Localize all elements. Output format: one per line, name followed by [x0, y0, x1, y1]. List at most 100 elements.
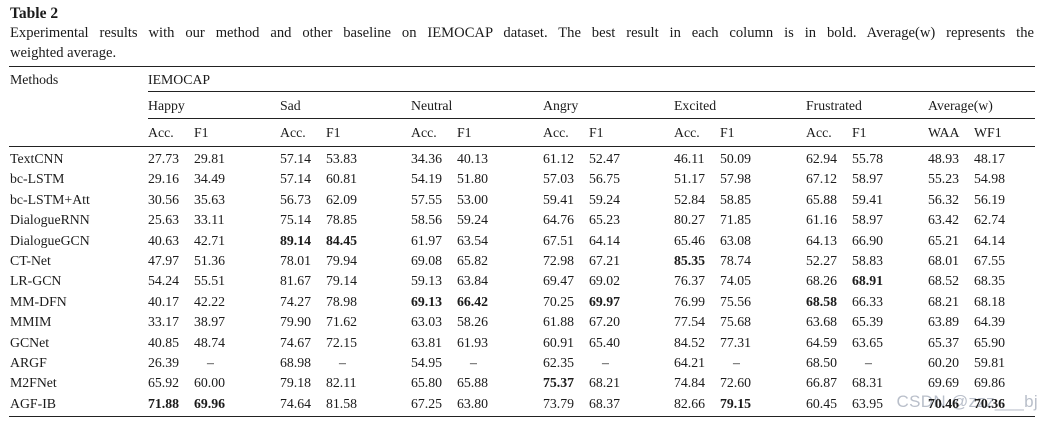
value-cell: 59.13 63.84	[411, 273, 489, 289]
method-name: DialogueGCN	[10, 232, 90, 248]
value-cell: 30.56 35.63	[148, 191, 226, 207]
header-bottom-rule	[9, 146, 1035, 147]
value-cell: 67.12 58.97	[806, 171, 884, 187]
col-header-happy: Happy	[148, 98, 185, 113]
table-row: ARGF 26.39– 68.98– 54.95– 62.35– 64.21– 68.50–…	[9, 353, 1035, 373]
table-row: MM-DFN 40.17 42.22 74.27 78.98 69.13 66.42 70.2…	[9, 292, 1035, 312]
method-name: LR-GCN	[10, 273, 62, 289]
value-cell: 64.59 63.65	[806, 334, 884, 350]
value-cell: 61.97 63.54	[411, 232, 489, 248]
value-cell: 64.13 66.90	[806, 232, 884, 248]
value-cell: 54.24 55.51	[148, 273, 226, 289]
method-name: bc-LSTM	[10, 171, 65, 187]
value-cell: 74.64 81.58	[280, 395, 358, 411]
value-cell: 81.67 79.14	[280, 273, 358, 289]
value-cell: 69.13 66.42	[411, 293, 489, 309]
value-cell: 62.35–	[543, 354, 609, 370]
value-cell: 77.54 75.68	[674, 314, 752, 330]
value-cell: 60.91 65.40	[543, 334, 621, 350]
value-cell: 74.27 78.98	[280, 293, 358, 309]
value-cell: 76.99 75.56	[674, 293, 752, 309]
value-cell: 67.51 64.14	[543, 232, 621, 248]
col-header-methods: Methods	[10, 72, 59, 87]
table-row: TextCNN 27.73 29.81 57.14 53.83 34.36 40.13 61.…	[9, 149, 1035, 169]
value-cell: 79.90 71.62	[280, 314, 358, 330]
value-cell: 57.55 53.00	[411, 191, 489, 207]
value-cell: 54.19 51.80	[411, 171, 489, 187]
method-name: bc-LSTM+Att	[10, 191, 90, 207]
value-cell: 52.84 58.85	[674, 191, 752, 207]
table-bottom-rule	[9, 416, 1035, 418]
csdn-watermark: CSDN @zzz___bj	[896, 392, 1038, 411]
value-cell: 69.69 69.86	[928, 375, 1006, 391]
value-cell: 59.41 59.24	[543, 191, 621, 207]
value-cell: 71.88 69.96	[148, 395, 226, 411]
table-row: LR-GCN 54.24 55.51 81.67 79.14 59.13 63.84 69.4…	[9, 271, 1035, 291]
value-cell: 76.37 74.05	[674, 273, 752, 289]
value-cell: 68.50–	[806, 354, 872, 370]
value-cell: 69.47 69.02	[543, 273, 621, 289]
method-name: GCNet	[10, 334, 50, 350]
metric-header: Acc. F1	[280, 125, 341, 140]
value-cell: 40.85 48.74	[148, 334, 226, 350]
value-cell: 85.35 78.74	[674, 252, 752, 268]
value-cell: 46.11 50.09	[674, 151, 752, 166]
col-header-excited: Excited	[674, 98, 717, 113]
value-cell: 65.92 60.00	[148, 375, 226, 391]
value-cell: 63.42 62.74	[928, 212, 1006, 228]
table-row: MMIM 33.17 38.97 79.90 71.62 63.03 58.26 61.88 6…	[9, 312, 1035, 332]
method-name: MMIM	[10, 314, 52, 330]
value-cell: 68.98–	[280, 354, 346, 370]
table-body: TextCNN 27.73 29.81 57.14 53.83 34.36 40.13 61.…	[9, 147, 1035, 416]
col-header-frustrated: Frustrated	[806, 98, 862, 113]
table-row: DialogueRNN 25.63 33.11 75.14 78.85 58.56 59.2…	[9, 210, 1035, 230]
value-cell: 74.84 72.60	[674, 375, 752, 391]
value-cell: 62.94 55.78	[806, 151, 884, 166]
header-divider-2	[148, 118, 1035, 119]
value-cell: 89.14 84.45	[280, 232, 358, 248]
value-cell: 72.98 67.21	[543, 252, 621, 268]
table-row: CT-Net 47.97 51.36 78.01 79.94 69.08 65.82 72.9…	[9, 251, 1035, 271]
value-cell: 63.03 58.26	[411, 314, 489, 330]
value-cell: 69.08 65.82	[411, 252, 489, 268]
value-cell: 68.52 68.35	[928, 273, 1006, 289]
value-cell: 65.80 65.88	[411, 375, 489, 391]
table-top-rule	[9, 66, 1035, 67]
table-title: Table 2	[10, 5, 59, 22]
col-header-dataset: IEMOCAP	[148, 72, 211, 87]
value-cell: 75.14 78.85	[280, 212, 358, 228]
value-cell: 78.01 79.94	[280, 252, 358, 268]
value-cell: 60.20 59.81	[928, 354, 1006, 370]
table-row: M2FNet 65.92 60.00 79.18 82.11 65.80 65.88 75.3…	[9, 373, 1035, 393]
value-cell: 73.79 68.37	[543, 395, 621, 411]
metric-header: Acc. F1	[543, 125, 604, 140]
method-name: ARGF	[10, 354, 47, 370]
value-cell: 51.17 57.98	[674, 171, 752, 187]
value-cell: 68.21 68.18	[928, 293, 1006, 309]
value-cell: 67.25 63.80	[411, 395, 489, 411]
value-cell: 56.73 62.09	[280, 191, 358, 207]
value-cell: 68.58 66.33	[806, 293, 884, 309]
value-cell: 65.88 59.41	[806, 191, 884, 207]
table-row: GCNet 40.85 48.74 74.67 72.15 63.81 61.93 60.91…	[9, 333, 1035, 353]
value-cell: 40.63 42.71	[148, 232, 226, 248]
value-cell: 27.73 29.81	[148, 151, 226, 166]
table-row: bc-LSTM+Att 30.56 35.63 56.73 62.09 57.55 53.0…	[9, 190, 1035, 210]
value-cell: 74.67 72.15	[280, 334, 358, 350]
value-cell: 64.21–	[674, 354, 740, 370]
value-cell: 68.01 67.55	[928, 252, 1006, 268]
value-cell: 61.88 67.20	[543, 314, 621, 330]
value-cell: 84.52 77.31	[674, 334, 752, 350]
method-name: MM-DFN	[10, 293, 67, 309]
header-row-metrics: Acc. F1 Acc. F1 Acc. F1 Acc. F1 Acc. F1 Acc. F…	[9, 119, 1035, 146]
value-cell: 75.37 68.21	[543, 375, 621, 391]
value-cell: 63.68 65.39	[806, 314, 884, 330]
metric-header: Acc. F1	[674, 125, 735, 140]
value-cell: 65.37 65.90	[928, 334, 1006, 350]
value-cell: 80.27 71.85	[674, 212, 752, 228]
header-divider-1	[148, 91, 1035, 92]
value-cell: 64.76 65.23	[543, 212, 621, 228]
caption-line-1: Experimental results with our method and…	[10, 25, 1034, 41]
value-cell: 82.66 79.15	[674, 395, 752, 411]
method-name: TextCNN	[10, 151, 64, 166]
